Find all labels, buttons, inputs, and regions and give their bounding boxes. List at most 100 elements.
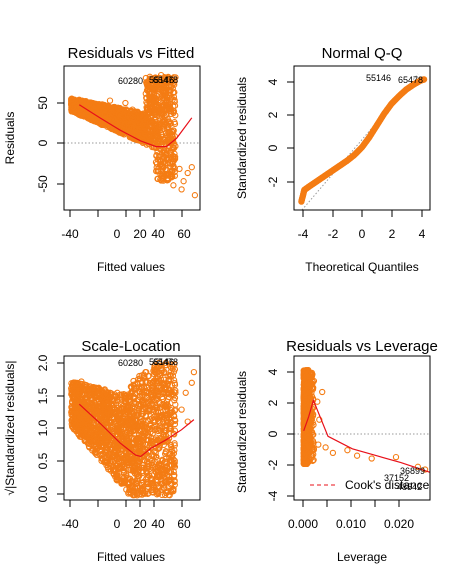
panel1-x-axis: -40 0 20 40 60 [61, 209, 191, 241]
data-point [315, 441, 322, 448]
data-point [102, 411, 110, 419]
panel4-point-label: 48542 [397, 482, 422, 492]
data-point [152, 449, 159, 457]
panel2-xtick-label: -4 [298, 227, 309, 241]
panel2-xtick-label: 4 [419, 227, 426, 241]
data-point [172, 401, 179, 408]
data-point [148, 136, 155, 143]
data-point [132, 381, 139, 388]
data-point [149, 107, 157, 114]
data-point [136, 137, 143, 144]
data-point [149, 395, 156, 403]
panel2-ytick-label: -2 [266, 176, 280, 187]
data-point [155, 138, 162, 146]
data-point [147, 456, 154, 463]
data-point [136, 372, 143, 380]
data-point [140, 464, 148, 471]
data-point [188, 164, 195, 171]
data-point [163, 172, 170, 179]
data-point [164, 390, 172, 397]
panel3-point-label: 60280 [118, 358, 143, 368]
data-point [191, 192, 199, 199]
panel1-y-axis-label: Residuals [3, 112, 17, 165]
panel3-xtick-label: 40 [151, 517, 165, 531]
data-point [329, 449, 337, 457]
data-point [163, 398, 171, 405]
data-point [117, 119, 124, 126]
data-point [145, 372, 152, 380]
panel-residuals-vs-leverage: Residuals vs Leverage Cook's distance 0.… [235, 338, 438, 564]
data-point [123, 106, 130, 113]
panel1-xtick-label: 60 [177, 227, 191, 241]
data-point [344, 447, 351, 454]
data-point [166, 129, 173, 136]
data-point [180, 178, 187, 185]
data-point [178, 186, 185, 193]
data-point [144, 109, 151, 116]
panel-scale-location: Scale-Location -40 0 20 40 60 0.0 0.5 [3, 338, 201, 564]
panel1-ytick-label: 0 [36, 139, 50, 146]
data-point [86, 444, 93, 451]
panel4-y-axis: -4 -2 0 2 4 [266, 368, 295, 501]
data-point [127, 390, 134, 397]
data-point [171, 89, 178, 96]
data-point [150, 397, 157, 404]
panel1-ytick-label: 50 [36, 96, 50, 110]
data-point [106, 121, 114, 128]
data-point [420, 76, 428, 83]
data-point [163, 75, 170, 82]
data-point [122, 99, 129, 107]
panel2-xtick-label: -2 [328, 227, 339, 241]
data-point [159, 423, 166, 430]
data-point [166, 423, 174, 430]
data-point [123, 471, 130, 478]
panel1-xtick-label: -40 [61, 227, 79, 241]
panel1-plot-area [64, 71, 200, 199]
data-point [147, 420, 154, 427]
data-point [171, 98, 178, 106]
data-point [142, 74, 150, 82]
data-point [182, 389, 189, 396]
data-point [176, 165, 183, 173]
data-point [160, 176, 167, 183]
data-point [68, 411, 75, 418]
data-point [165, 138, 172, 145]
data-point [190, 368, 198, 376]
panel4-x-axis: 0.000 0.010 0.020 [288, 499, 414, 531]
panel3-plot-area [68, 359, 198, 499]
panel2-point-label: 65478 [398, 75, 423, 85]
panel-normal-qq: Normal Q-Q -4 -2 0 2 4 -2 0 2 4 [235, 45, 431, 274]
data-point [149, 127, 156, 134]
panel2-y-axis: -2 0 2 4 [266, 78, 295, 187]
data-point [178, 406, 185, 413]
panel2-ytick-label: 2 [266, 111, 280, 118]
data-point [144, 100, 151, 107]
data-point [150, 110, 157, 117]
data-point [88, 115, 95, 123]
data-point [135, 375, 142, 383]
panel2-ytick-label: 4 [266, 78, 280, 85]
panel2-point-label: 55146 [366, 73, 391, 83]
data-point [161, 116, 169, 123]
panel2-xtick-label: 2 [389, 227, 396, 241]
data-point [144, 83, 151, 90]
data-point [133, 480, 141, 487]
panel3-ytick-label: 0.5 [36, 452, 50, 469]
panel3-ytick-label: 1.0 [36, 419, 50, 436]
panel1-point-label: 65478 [153, 75, 178, 85]
data-point [113, 476, 120, 484]
data-point [147, 118, 154, 126]
smooth-line [303, 398, 431, 473]
data-point [148, 86, 156, 93]
data-point [155, 384, 163, 392]
panel1-ytick-label: -50 [36, 175, 50, 193]
panel3-x-axis-label: Fitted values [97, 550, 165, 564]
data-point [129, 106, 136, 113]
data-point [69, 99, 76, 106]
data-point [161, 95, 168, 102]
panel3-xtick-label: -40 [61, 517, 79, 531]
panel3-title: Scale-Location [81, 338, 180, 355]
data-point [161, 82, 168, 90]
data-point [154, 175, 161, 182]
data-point [121, 118, 128, 125]
